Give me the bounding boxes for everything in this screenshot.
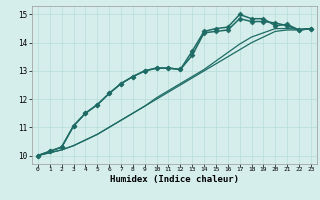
X-axis label: Humidex (Indice chaleur): Humidex (Indice chaleur) [110, 175, 239, 184]
